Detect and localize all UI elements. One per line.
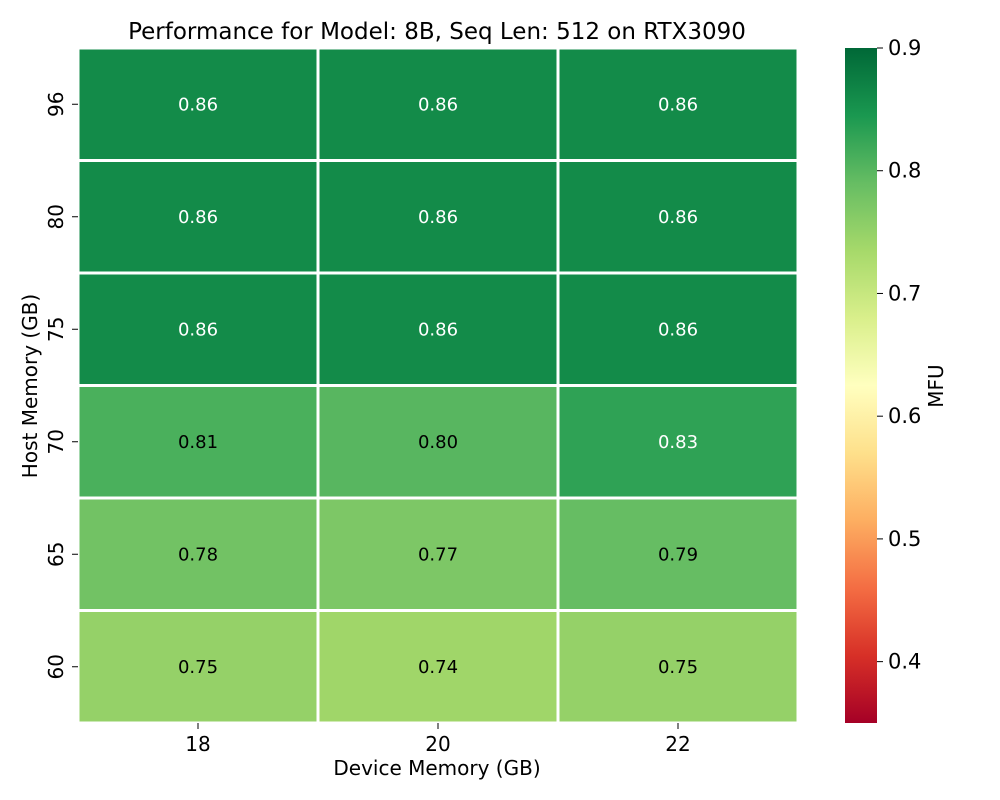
heatmap-cell bbox=[556, 46, 800, 162]
heatmap-cell-label: 0.75 bbox=[178, 657, 218, 678]
x-tick-label: 18 bbox=[185, 732, 210, 756]
colorbar-tick-label: 0.7 bbox=[888, 281, 921, 305]
heatmap-cell-labels: 0.86 0.86 0.86 0.86 0.86 0.86 0.86 0.86 0.86 0.81… bbox=[178, 94, 698, 678]
colorbar-gradient bbox=[845, 48, 877, 723]
heatmap-cells bbox=[76, 46, 800, 725]
heatmap-cell bbox=[556, 384, 800, 500]
colorbar: 0.4 0.5 0.6 0.7 0.8 0.9 MFU bbox=[845, 36, 948, 723]
heatmap-cell-label: 0.75 bbox=[658, 657, 698, 678]
heatmap-cell-label: 0.83 bbox=[658, 432, 698, 453]
heatmap-cell-label: 0.86 bbox=[658, 207, 698, 228]
colorbar-tick-label: 0.9 bbox=[888, 36, 921, 60]
heatmap-cell-label: 0.86 bbox=[418, 207, 458, 228]
heatmap-cell bbox=[556, 609, 800, 725]
y-tick-label: 75 bbox=[44, 317, 68, 342]
heatmap-cell-label: 0.78 bbox=[178, 544, 218, 565]
heatmap-cell-label: 0.86 bbox=[658, 94, 698, 115]
x-tick-label: 22 bbox=[665, 732, 690, 756]
heatmap-cell bbox=[316, 609, 560, 725]
heatmap-cell-label: 0.86 bbox=[178, 94, 218, 115]
heatmap-cell-label: 0.86 bbox=[418, 319, 458, 340]
heatmap-cell-label: 0.86 bbox=[178, 319, 218, 340]
x-tick-label: 20 bbox=[425, 732, 450, 756]
y-axis-ticks: 96 80 75 70 65 60 bbox=[44, 92, 78, 679]
heatmap-cell bbox=[556, 159, 800, 275]
colorbar-tick-label: 0.5 bbox=[888, 527, 921, 551]
heatmap-cell-label: 0.86 bbox=[658, 319, 698, 340]
heatmap-cell-label: 0.80 bbox=[418, 432, 458, 453]
y-axis-label: Host Memory (GB) bbox=[18, 294, 42, 478]
heatmap-cell-label: 0.79 bbox=[658, 544, 698, 565]
x-axis-ticks: 18 20 22 bbox=[185, 723, 691, 756]
x-axis-label: Device Memory (GB) bbox=[333, 756, 540, 780]
colorbar-tick-label: 0.6 bbox=[888, 404, 921, 428]
heatmap-cell bbox=[76, 384, 320, 500]
heatmap-cell-label: 0.81 bbox=[178, 432, 218, 453]
heatmap-cell bbox=[316, 46, 560, 162]
heatmap-cell bbox=[316, 271, 560, 387]
chart-title: Performance for Model: 8B, Seq Len: 512 … bbox=[128, 19, 746, 45]
colorbar-ticks: 0.4 0.5 0.6 0.7 0.8 0.9 bbox=[877, 36, 921, 674]
heatmap-cell-label: 0.86 bbox=[418, 94, 458, 115]
colorbar-tick-label: 0.4 bbox=[888, 650, 921, 674]
heatmap-cell bbox=[76, 46, 320, 162]
y-tick-label: 96 bbox=[44, 92, 68, 117]
y-tick-label: 60 bbox=[44, 654, 68, 679]
heatmap-cell-label: 0.74 bbox=[418, 657, 458, 678]
y-tick-label: 70 bbox=[44, 429, 68, 454]
heatmap-cell-label: 0.86 bbox=[178, 207, 218, 228]
colorbar-label: MFU bbox=[924, 364, 948, 407]
y-tick-label: 80 bbox=[44, 204, 68, 229]
heatmap-cell bbox=[316, 496, 560, 612]
heatmap-cell-label: 0.77 bbox=[418, 544, 458, 565]
y-tick-label: 65 bbox=[44, 542, 68, 567]
colorbar-tick-label: 0.8 bbox=[888, 159, 921, 183]
